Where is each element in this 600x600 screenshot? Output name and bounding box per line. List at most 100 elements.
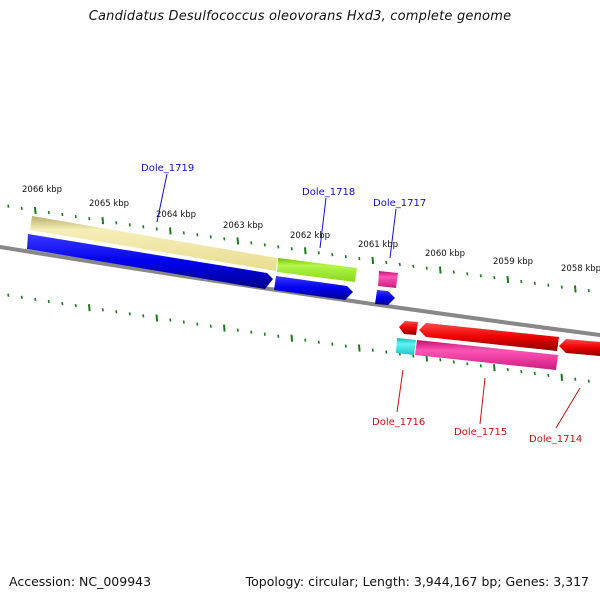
- gene-band-dole-1719[interactable]: [30, 216, 277, 271]
- minor-tick: [466, 272, 469, 276]
- major-tick: [506, 276, 510, 284]
- minor-tick: [493, 276, 496, 280]
- minor-tick: [101, 308, 104, 312]
- minor-tick: [223, 237, 226, 241]
- gene-arrow-dole-1718[interactable]: [274, 276, 353, 300]
- minor-tick: [7, 293, 10, 297]
- scale-label: 2060 kbp: [425, 249, 465, 259]
- major-tick: [101, 217, 105, 225]
- minor-tick: [128, 223, 131, 227]
- gene-label-dole-1714[interactable]: Dole_1714: [529, 434, 582, 445]
- minor-tick: [74, 303, 77, 308]
- minor-tick: [317, 251, 320, 255]
- minor-tick: [128, 312, 131, 316]
- minor-tick: [47, 299, 50, 304]
- major-tick: [358, 344, 361, 352]
- minor-tick: [547, 283, 550, 287]
- minor-tick: [155, 227, 158, 231]
- minor-tick: [209, 235, 212, 239]
- major-tick: [574, 285, 577, 293]
- gene-band-dole-1717[interactable]: [378, 271, 398, 288]
- major-tick: [169, 227, 172, 235]
- minor-tick: [452, 360, 455, 364]
- gene-arrow-dole-1715[interactable]: [419, 323, 559, 351]
- gene-label-dole-1715[interactable]: Dole_1715: [454, 427, 507, 438]
- minor-tick: [61, 301, 64, 306]
- minor-tick: [182, 320, 185, 324]
- major-tick: [560, 373, 564, 381]
- minor-tick: [412, 264, 415, 268]
- minor-tick: [533, 281, 536, 285]
- major-tick: [223, 324, 226, 332]
- minor-tick: [479, 364, 482, 368]
- scale-label: 2065 kbp: [89, 199, 129, 209]
- minor-tick: [196, 233, 199, 237]
- outer-scale-ticks: [7, 204, 590, 293]
- minor-tick: [466, 362, 469, 366]
- gene-arrow-dole-1719[interactable]: [27, 234, 273, 289]
- minor-tick: [209, 324, 212, 328]
- major-tick: [34, 206, 37, 214]
- gene-arrow-dole-1716[interactable]: [399, 321, 418, 335]
- scale-label: 2063 kbp: [223, 221, 263, 231]
- minor-tick: [560, 285, 563, 289]
- scale-label: 2066 kbp: [22, 185, 62, 195]
- minor-tick: [331, 342, 334, 346]
- major-tick: [439, 266, 442, 274]
- minor-tick: [547, 373, 550, 378]
- minor-tick: [290, 247, 293, 251]
- major-tick: [493, 364, 496, 372]
- minor-tick: [520, 279, 523, 284]
- minor-tick: [236, 328, 239, 332]
- minor-tick: [385, 260, 388, 265]
- major-tick: [155, 314, 159, 322]
- gene-band-dole-1718[interactable]: [277, 258, 357, 282]
- major-tick: [88, 304, 91, 312]
- minor-tick: [344, 255, 347, 259]
- minor-tick: [250, 330, 253, 334]
- major-tick: [236, 237, 240, 245]
- minor-tick: [304, 338, 307, 342]
- gene-band-dole-1716[interactable]: [396, 338, 416, 355]
- gene-label-dole-1718[interactable]: Dole_1718: [302, 187, 355, 198]
- gene-label-dole-1719[interactable]: Dole_1719: [141, 163, 194, 174]
- minor-tick: [398, 262, 401, 267]
- minor-tick: [142, 314, 145, 318]
- minor-tick: [533, 371, 536, 376]
- minor-tick: [34, 297, 37, 302]
- minor-tick: [344, 344, 347, 348]
- scale-label: 2064 kbp: [156, 210, 196, 220]
- minor-tick: [196, 322, 199, 326]
- leader-line-dole-1718: [319, 197, 327, 249]
- minor-tick: [358, 256, 361, 261]
- major-tick: [304, 247, 307, 255]
- scale-labels: 2066 kbp 2065 kbp 2064 kbp 2063 kbp 2062…: [22, 185, 600, 274]
- minor-tick: [317, 340, 320, 344]
- minor-tick: [479, 274, 482, 278]
- scale-label: 2059 kbp: [493, 257, 533, 267]
- leader-line-dole-1719: [156, 173, 168, 223]
- minor-tick: [74, 214, 77, 219]
- major-tick: [371, 256, 375, 265]
- scale-label: 2062 kbp: [290, 231, 330, 241]
- minor-tick: [88, 217, 91, 221]
- minor-tick: [142, 225, 145, 229]
- minor-tick: [250, 241, 253, 245]
- inner-scale-ticks: [7, 293, 590, 383]
- minor-tick: [506, 367, 509, 372]
- gene-label-dole-1717[interactable]: Dole_1717: [373, 198, 426, 209]
- minor-tick: [277, 245, 280, 249]
- major-tick: [290, 334, 294, 342]
- leader-line-dole-1716: [396, 369, 404, 413]
- gene-band-dole-1715[interactable]: [415, 340, 558, 370]
- minor-tick: [587, 379, 590, 383]
- gene-arrow-dole-1717[interactable]: [375, 290, 395, 305]
- accession-text: Accession: NC_009943: [9, 574, 152, 589]
- minor-tick: [263, 243, 266, 247]
- gene-arrow-dole-1714[interactable]: [559, 339, 600, 356]
- leader-line-dole-1715: [479, 377, 486, 425]
- gene-label-dole-1716[interactable]: Dole_1716: [372, 417, 425, 428]
- minor-tick: [587, 289, 590, 293]
- minor-tick: [115, 310, 118, 314]
